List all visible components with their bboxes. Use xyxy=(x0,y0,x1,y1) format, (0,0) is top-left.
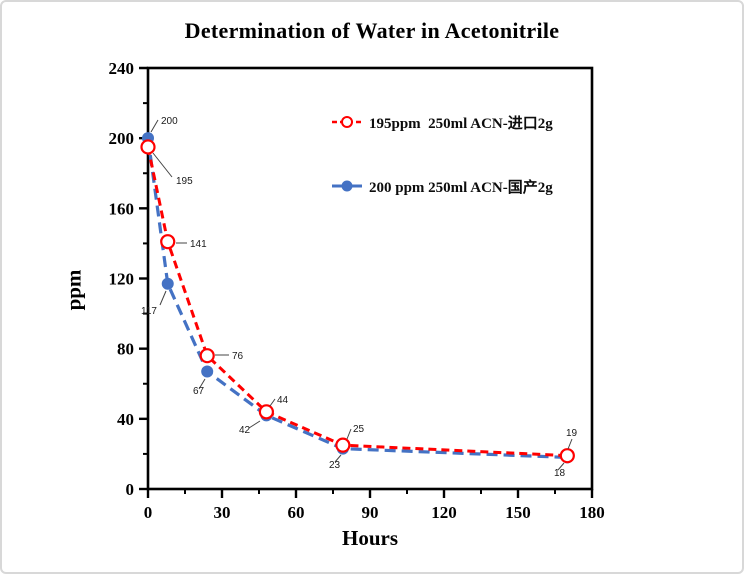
data-point-label: 117 xyxy=(141,306,157,317)
y-tick-label: 0 xyxy=(126,480,135,499)
data-point-marker xyxy=(559,448,575,464)
data-point-marker xyxy=(140,139,156,155)
y-tick-label: 200 xyxy=(109,129,135,148)
data-point-marker xyxy=(258,404,274,420)
data-point-label: 195 xyxy=(176,176,193,187)
data-point-label: 19 xyxy=(566,428,578,439)
legend-item-domestic: 200 ppm 250ml ACN-国产2g xyxy=(332,176,553,196)
y-tick-label: 120 xyxy=(109,270,135,289)
x-tick-label: 30 xyxy=(214,503,231,522)
data-point-marker xyxy=(201,365,214,378)
y-tick-label: 80 xyxy=(117,340,134,359)
data-point-marker xyxy=(161,277,174,290)
y-tick-label: 40 xyxy=(117,410,134,429)
x-tick-label: 120 xyxy=(431,503,457,522)
data-point-label: 141 xyxy=(190,239,207,250)
data-point-label: 18 xyxy=(554,468,566,479)
data-point-label: 23 xyxy=(329,460,341,471)
x-axis-label: Hours xyxy=(341,526,398,550)
label-leader-line xyxy=(248,420,261,429)
blue-solid-filled-circle-marker xyxy=(332,180,362,192)
x-tick-label: 150 xyxy=(505,503,531,522)
label-leader-line xyxy=(269,398,276,407)
data-point-label: 76 xyxy=(232,351,244,362)
data-point-label: 42 xyxy=(239,425,251,436)
data-point-marker xyxy=(335,437,351,453)
label-leader-line xyxy=(334,454,342,463)
legend-label-imported: 195ppm 250ml ACN-进口2g xyxy=(369,115,553,132)
label-leader-line xyxy=(159,290,167,306)
x-tick-label: 90 xyxy=(362,503,379,522)
label-leader-line xyxy=(567,438,573,450)
data-point-label: 44 xyxy=(277,395,289,406)
x-tick-label: 180 xyxy=(579,503,605,522)
legend-label-domestic: 200 ppm 250ml ACN-国产2g xyxy=(369,179,553,196)
label-leader-line xyxy=(346,428,352,440)
chart-title: Determination of Water in Acetonitrile xyxy=(184,18,560,43)
series-line xyxy=(146,146,568,458)
y-tick-label: 160 xyxy=(109,199,135,218)
series-line xyxy=(146,137,568,460)
label-leader-line xyxy=(150,119,159,133)
x-tick-label: 0 xyxy=(144,503,153,522)
data-point-marker xyxy=(160,234,176,250)
legend: 195ppm 250ml ACN-进口2g 200 ppm 250ml ACN-… xyxy=(332,112,553,196)
y-tick-label: 240 xyxy=(109,59,135,78)
label-leader-line xyxy=(557,462,565,471)
red-dashed-open-circle-marker xyxy=(332,116,362,128)
label-leader-line xyxy=(198,378,206,390)
data-point-label: 200 xyxy=(161,116,178,127)
data-point-marker xyxy=(199,348,215,364)
data-point-label: 25 xyxy=(353,424,365,435)
label-leader-line xyxy=(152,152,173,178)
data-point-label: 67 xyxy=(193,386,205,397)
x-tick-label: 60 xyxy=(288,503,305,522)
legend-item-imported: 195ppm 250ml ACN-进口2g xyxy=(332,112,553,132)
